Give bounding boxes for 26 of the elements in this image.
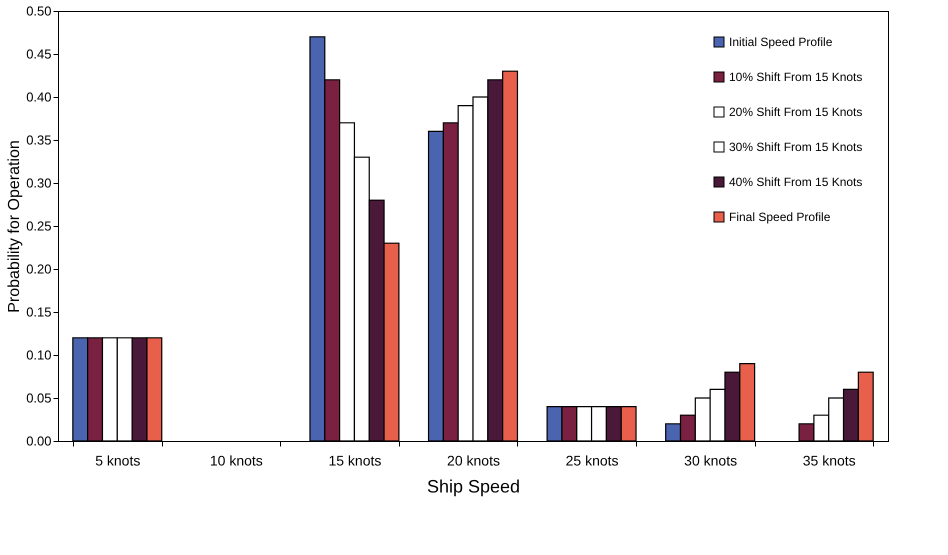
legend-label: Initial Speed Profile — [729, 35, 833, 49]
legend-label: 10% Shift From 15 Knots — [729, 70, 862, 84]
y-tick-label: 0.35 — [26, 132, 52, 148]
x-tick-label: 25 knots — [566, 452, 619, 468]
x-tick-label: 20 knots — [447, 452, 500, 468]
y-tick-label: 0.50 — [26, 4, 52, 18]
x-tick-label: 15 knots — [328, 452, 382, 468]
legend-label: Final Speed Profile — [729, 210, 831, 224]
x-axis-title: Ship Speed — [426, 476, 520, 496]
y-tick-label: 0.20 — [26, 262, 52, 276]
y-axis-title: Probability for Operation — [6, 140, 24, 313]
y-tick-label: 0.15 — [26, 304, 52, 320]
legend-label: 20% Shift From 15 Knots — [729, 105, 862, 119]
y-tick-label: 0.45 — [26, 46, 52, 62]
legend-label: 40% Shift From 15 Knots — [729, 175, 862, 189]
y-tick-label: 0.05 — [26, 390, 52, 406]
legend-label: 30% Shift From 15 Knots — [729, 140, 862, 154]
y-tick-label: 0.00 — [26, 434, 52, 448]
y-tick-label: 0.25 — [26, 218, 52, 234]
x-tick-label: 30 knots — [684, 452, 738, 468]
y-tick-label: 0.10 — [26, 348, 52, 362]
x-tick-label: 5 knots — [95, 452, 140, 468]
y-tick-label: 0.40 — [26, 90, 52, 104]
x-tick-label: 35 knots — [802, 452, 856, 468]
y-tick-label: 0.30 — [26, 176, 52, 190]
x-tick-label: 10 knots — [210, 452, 263, 468]
